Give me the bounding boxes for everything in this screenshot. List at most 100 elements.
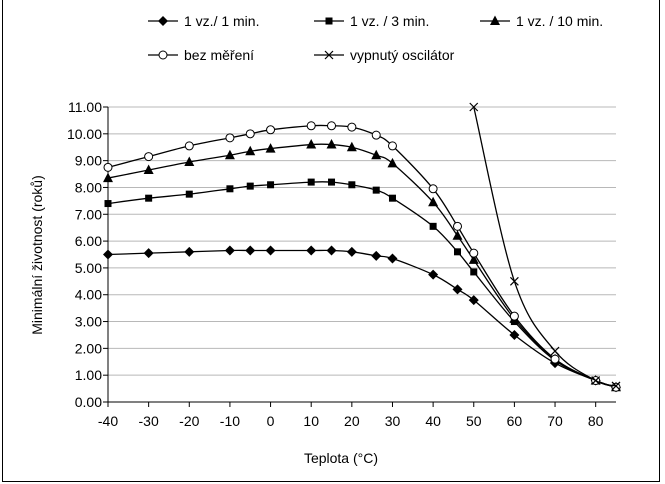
x-marker-stroke xyxy=(611,381,621,391)
series-4-point xyxy=(387,141,397,151)
series-4-point xyxy=(428,184,438,194)
series-3-point xyxy=(265,143,276,153)
x-tick-label: -10 xyxy=(220,413,240,429)
series-2-line xyxy=(107,181,617,388)
y-tick-label: 6.00 xyxy=(75,233,102,249)
x-tick-label: -30 xyxy=(139,413,159,429)
series-4-point xyxy=(550,354,560,364)
series-2-point xyxy=(470,268,478,276)
series-3-point xyxy=(346,141,357,152)
y-tick-labels: 0.00 1.00 2.00 3.00 4.00 5.00 6.00 7.00 8.00 9.00… xyxy=(67,99,102,410)
series-1-line xyxy=(107,249,617,388)
series-1-point xyxy=(371,250,382,261)
y-tick-label: 11.00 xyxy=(68,99,102,115)
legend-marker xyxy=(158,50,168,60)
x-tick-label: 50 xyxy=(466,413,482,429)
series-1-point xyxy=(265,245,276,256)
series-2-point xyxy=(104,200,112,208)
x-tick-label: 70 xyxy=(547,413,563,429)
legend-marker xyxy=(490,15,500,25)
legend-item-2: 1 vz. / 3 min. xyxy=(314,13,429,29)
series-3-point xyxy=(428,196,439,207)
axes xyxy=(103,106,616,407)
series-3-point xyxy=(143,164,154,175)
legend-item-5: vypnutý oscilátor xyxy=(314,47,455,63)
series-3-point xyxy=(326,139,337,149)
series-1-point xyxy=(509,329,520,340)
y-tick-label: 2.00 xyxy=(75,340,102,356)
y-axis-title: Minimální životnost (roků) xyxy=(29,175,45,335)
series-2-point xyxy=(246,182,254,190)
series-1-point xyxy=(468,295,479,306)
series-2-point xyxy=(267,181,275,189)
series-3-point xyxy=(184,156,195,166)
y-tick-label: 7.00 xyxy=(75,206,102,222)
x-tick-label: 80 xyxy=(588,413,604,429)
series-4-point xyxy=(509,311,519,321)
series-5-line xyxy=(473,106,617,387)
y-tick-label: 3.00 xyxy=(75,314,102,330)
x-tick-labels: -40 -30 -20 -10 0 10 20 30 40 50 60 70 80 xyxy=(98,413,604,429)
legend-label: vypnutý oscilátor xyxy=(350,47,455,63)
series-2-point xyxy=(307,178,315,186)
legend-label: 1 vz. / 3 min. xyxy=(350,13,429,29)
legend-label: 1 vz./ 1 min. xyxy=(184,13,259,29)
series-4-point xyxy=(245,129,255,139)
series-2-point xyxy=(348,181,356,189)
legend-marker xyxy=(325,17,333,25)
series-4-point xyxy=(225,133,235,143)
series-3-point xyxy=(371,149,382,160)
x-tick-label: -40 xyxy=(98,413,118,429)
x-tick-label: 60 xyxy=(507,413,523,429)
series-5-point xyxy=(469,102,479,112)
x-marker-stroke xyxy=(469,102,479,112)
legend-label: bez měření xyxy=(184,47,254,63)
x-tick-label: -20 xyxy=(179,413,199,429)
series-1-point xyxy=(452,284,463,295)
gridlines xyxy=(108,106,616,376)
series-2-point xyxy=(454,248,462,256)
series-4-point xyxy=(453,221,463,231)
y-tick-label: 10.00 xyxy=(67,126,102,142)
series-3-point xyxy=(245,145,256,156)
series-3-point xyxy=(452,230,463,240)
series-3-point xyxy=(306,139,317,149)
y-tick-label: 8.00 xyxy=(75,179,102,195)
legend-item-3: 1 vz. / 10 min. xyxy=(480,13,603,29)
legend-marker xyxy=(324,50,334,60)
y-tick-label: 0.00 xyxy=(75,394,102,410)
x-tick-label: 0 xyxy=(267,413,275,429)
x-tick-label: 10 xyxy=(303,413,319,429)
series-5-point xyxy=(591,376,601,385)
series-4-point xyxy=(371,130,381,140)
legend-marker xyxy=(158,16,168,26)
series-4-point xyxy=(266,125,276,135)
series-3-line xyxy=(107,143,617,388)
series-4-point xyxy=(306,121,316,131)
series-3-point xyxy=(224,149,235,160)
series-3-point xyxy=(387,157,398,168)
series-1-point xyxy=(306,245,317,256)
series-5-point xyxy=(550,346,560,356)
series-3-point xyxy=(103,172,113,183)
legend: 1 vz./ 1 min. 1 vz. / 3 min. 1 vz. / 10 mi… xyxy=(148,13,603,63)
series-2-point xyxy=(226,185,234,193)
legend-item-1: 1 vz./ 1 min. xyxy=(148,13,259,29)
series-1-point xyxy=(184,246,195,257)
series-2-point xyxy=(429,222,437,230)
x-tick-label: 40 xyxy=(425,413,441,429)
series-1-point xyxy=(326,245,337,256)
series-5-point xyxy=(611,381,621,391)
series-2-point xyxy=(328,178,336,186)
y-tick-label: 4.00 xyxy=(75,287,102,303)
legend-label: 1 vz. / 10 min. xyxy=(516,13,603,29)
series-5-point xyxy=(509,276,519,286)
series-4-point xyxy=(347,122,357,132)
series-4-point xyxy=(103,162,113,172)
x-marker-stroke xyxy=(591,376,601,385)
series-4-point xyxy=(469,248,479,258)
series-1-point xyxy=(143,248,154,259)
series-2-point xyxy=(145,194,153,202)
